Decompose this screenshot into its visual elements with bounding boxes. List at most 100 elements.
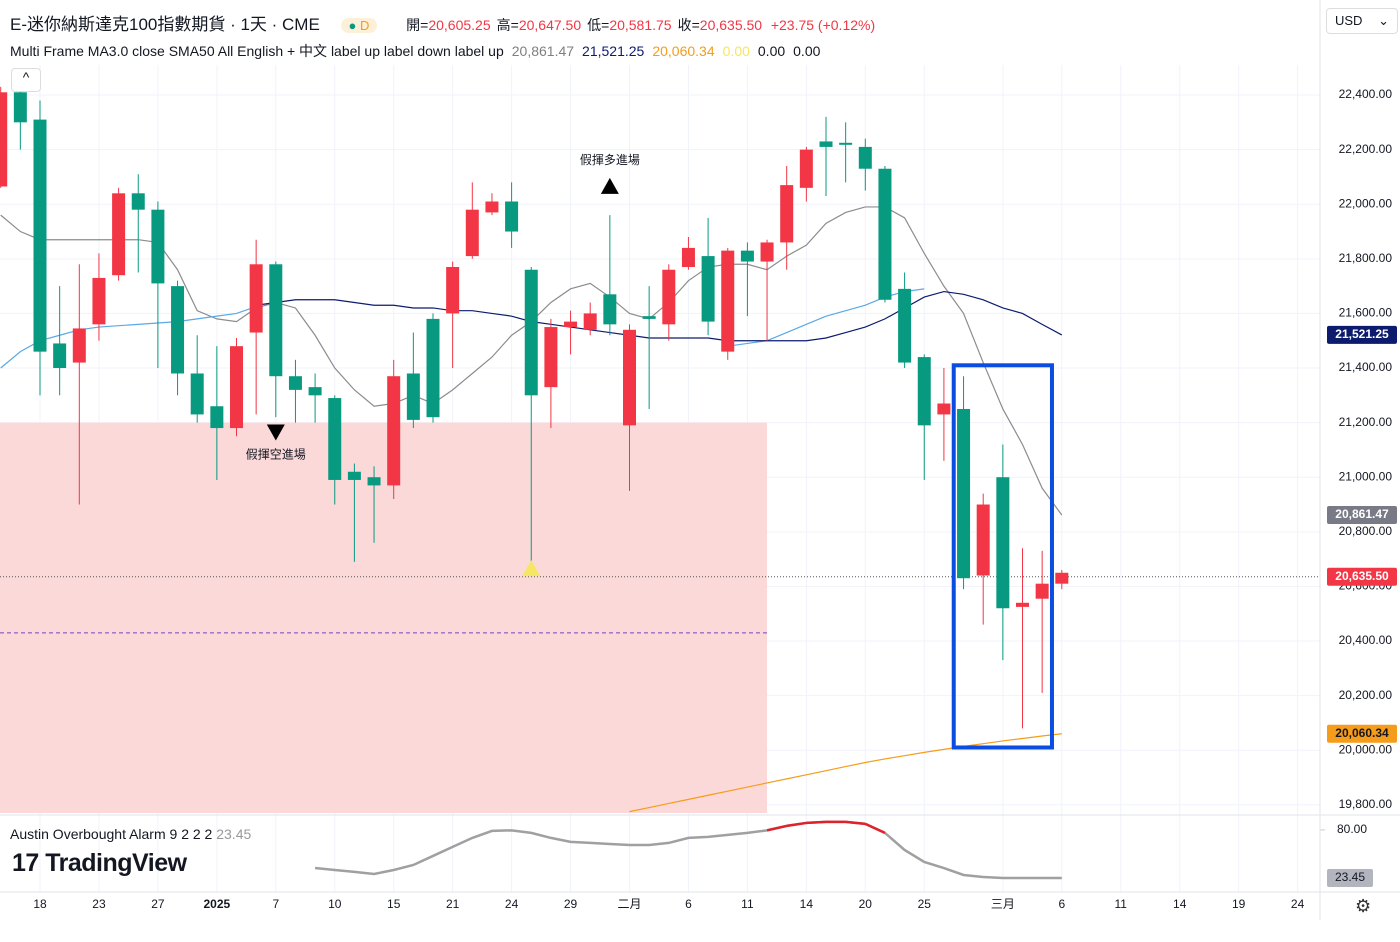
ma-line [0,288,925,369]
indicator-value: 21,521.25 [582,43,645,59]
osc-alert-segment [864,822,886,835]
candle-body [957,408,971,579]
ma-line [256,290,1063,342]
candle-body [171,286,185,374]
indicator-values: 20,861.47 21,521.25 20,060.34 0.00 0.00 0.00 [504,43,821,59]
y-tick-label: 20,000.00 [1339,742,1393,756]
shaded-zone [0,422,768,813]
y-tick-label: 20,400.00 [1339,633,1393,647]
osc-alert-segment [806,820,827,825]
osc-value: 23.45 [216,826,252,842]
candle-body [1055,572,1069,584]
price-badge [1327,506,1397,525]
candle-body [485,201,499,213]
annotation-marker [600,177,619,194]
candle-body [603,294,617,325]
x-tick-label: 29 [564,897,578,911]
logo[interactable]: 17 TradingView [12,849,187,877]
candle-body [347,471,361,480]
annotation-marker [522,560,541,577]
x-tick-label: 三月 [991,897,1015,911]
price-badge-label: 20,060.34 [1335,726,1389,740]
x-tick-label: 19 [1232,897,1246,911]
ohlc-label: 收= [677,17,700,33]
ohlc-value: 20,647.50 [518,17,582,33]
x-tick-label: 27 [151,897,165,911]
x-tick-label: 18 [33,897,47,911]
indicator-row: Multi Frame MA3.0 close SMA50 All Englis… [10,41,820,61]
candle-body [799,149,813,188]
osc-title[interactable]: Austin Overbought Alarm 9 2 2 2 [10,826,213,842]
price-badge [1327,325,1397,344]
currency-select[interactable]: USD ⌄ [1326,8,1398,34]
candle-body [701,256,715,322]
candle-body [33,119,47,352]
candle-body [740,250,754,262]
logo-text: TradingView [45,849,187,877]
x-tick-label: 24 [505,897,519,911]
osc-alert-segment [845,820,866,826]
status-badge[interactable]: ● D [340,18,378,33]
x-tick-label: 6 [1058,897,1065,911]
candle-body [367,477,381,486]
indicator-name[interactable]: Multi Frame MA3.0 close SMA50 All Englis… [10,43,504,59]
x-tick-label: 21 [446,897,460,911]
candle-body [544,327,558,388]
change: +23.75 (+0.12%) [770,17,876,33]
candle-body [976,504,990,576]
y-tick-label: 21,000.00 [1339,469,1393,483]
header-row: E-迷你納斯達克100指數期貨 · 1天 · CME ● D 開=20,605.… [10,10,875,35]
candle-body [426,318,440,418]
candle-body [406,373,420,420]
x-tick-label: 2025 [203,897,230,911]
x-tick-label: 23 [92,897,106,911]
y-tick-label: 22,000.00 [1339,196,1393,210]
candle-body [583,313,597,330]
candle-body [564,321,578,328]
candle-body [858,146,872,169]
candle-body [0,92,8,187]
osc-last-badge [1327,869,1373,888]
y-tick-label: 19,800.00 [1339,797,1393,811]
osc-legend: Austin Overbought Alarm 9 2 2 2 23.45 [10,826,251,842]
x-tick-label: 11 [1115,897,1128,911]
candle-body [210,406,224,429]
currency: USD [1335,13,1363,28]
candle-body [308,387,322,396]
y-tick-label: 22,200.00 [1339,142,1393,156]
x-tick-label: 二月 [617,897,641,911]
candle-body [72,328,86,363]
candle-body [917,357,931,426]
price-badge-label: 20,861.47 [1335,507,1389,521]
candle-body [112,193,126,276]
settings-icon[interactable]: ⚙ [1355,896,1372,916]
price-badge-label: 21,521.25 [1335,327,1389,341]
collapse-button[interactable]: ^ [11,68,41,92]
y-tick-label: 22,400.00 [1339,87,1393,101]
highlight-box [951,363,1054,750]
price-badge [1327,724,1397,743]
candle-body [839,142,853,145]
candle-body [387,376,401,486]
ohlc-label: 開= [406,17,429,33]
candle-body [131,193,145,210]
ohlc-value: 20,635.50 [699,17,763,33]
candle-body [937,403,951,415]
ohlc-label: 低= [587,17,610,33]
annotation-text: 假揮空進場 [246,448,306,462]
ohlc-value: 20,605.25 [428,17,491,33]
x-tick-label: 20 [859,897,873,911]
candle-body [190,373,204,415]
symbol-title[interactable]: E-迷你納斯達克100指數期貨 · 1天 · CME [10,15,320,34]
candle-body [780,185,794,243]
osc-alert-segment [786,821,807,828]
osc-last-label: 23.45 [1335,870,1365,884]
x-tick-label: 7 [272,897,279,911]
candle-body [623,329,636,426]
y-tick-label: 20,200.00 [1339,688,1393,702]
candle-body [13,92,27,123]
x-tick-label: 14 [800,897,814,911]
x-tick-label: 24 [1291,897,1305,911]
candle-body [53,343,67,369]
